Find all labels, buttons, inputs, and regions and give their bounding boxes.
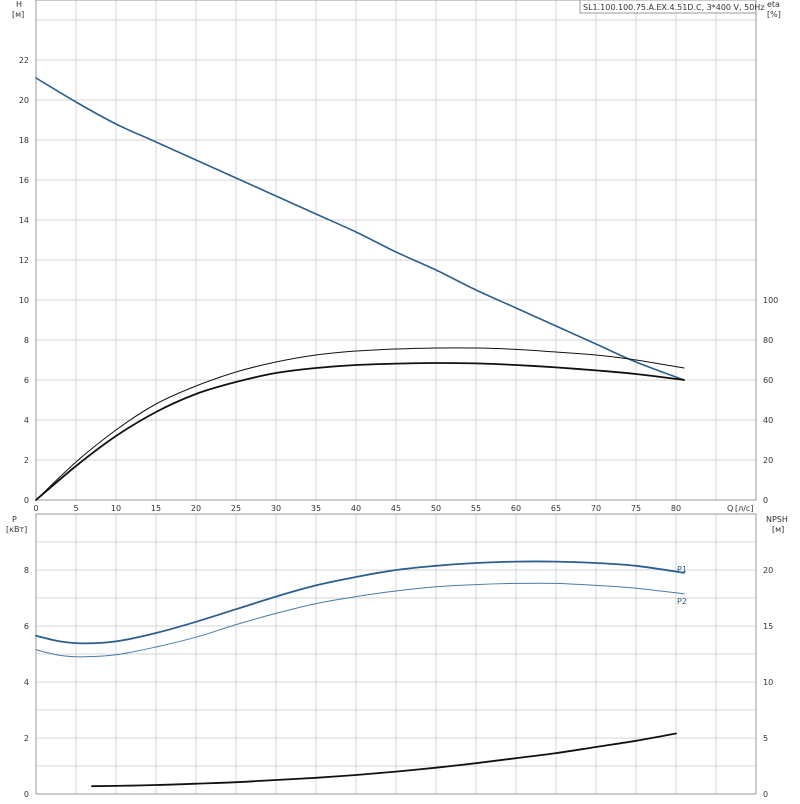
plot-frame xyxy=(35,513,757,795)
x-tick-label: 0 xyxy=(33,504,38,513)
y-right-tick-label: 20 xyxy=(763,456,773,465)
series-line-0-0 xyxy=(35,77,685,381)
chart-title-box xyxy=(579,0,757,14)
plot-frame xyxy=(35,0,757,501)
series-line-0-2 xyxy=(35,362,685,501)
series-line-p1 xyxy=(35,560,685,645)
y-right-tick-label: 0 xyxy=(763,496,768,505)
x-tick-label: 25 xyxy=(231,504,241,513)
x-tick-label: 45 xyxy=(391,504,401,513)
x-tick-label: 80 xyxy=(671,504,681,513)
grid-layer xyxy=(35,0,757,795)
y-left-tick-label: 8 xyxy=(24,336,29,345)
bottom-right-axis-label: NPSH xyxy=(766,515,788,524)
y-left-tick-label: 16 xyxy=(19,176,29,185)
label-layer: H [м] eta [%] P [кВт] NPSH [м] Q [л/с] S… xyxy=(6,0,788,799)
y-left-tick-label: 8 xyxy=(24,566,29,575)
y-left-tick-label: 4 xyxy=(24,416,29,425)
y-left-tick-label: 0 xyxy=(24,790,29,799)
legend-label-p1: P1 xyxy=(677,565,687,574)
top-left-axis-unit: [м] xyxy=(12,10,24,19)
y-left-tick-label: 6 xyxy=(24,622,29,631)
series-line-0-1 xyxy=(35,347,685,501)
x-tick-label: 50 xyxy=(431,504,441,513)
x-axis-unit: [л/с] xyxy=(735,504,753,513)
y-left-tick-label: 14 xyxy=(19,216,29,225)
x-axis-label: Q xyxy=(727,504,733,513)
y-left-tick-label: 2 xyxy=(24,734,29,743)
series-layer xyxy=(35,77,685,788)
top-left-axis-label: H xyxy=(16,0,22,9)
x-tick-label: 55 xyxy=(471,504,481,513)
series-line-p2 xyxy=(35,582,685,658)
y-left-tick-label: 6 xyxy=(24,376,29,385)
x-tick-label: 30 xyxy=(271,504,281,513)
x-tick-label: 40 xyxy=(351,504,361,513)
x-tick-label: 35 xyxy=(311,504,321,513)
y-right-tick-label: 80 xyxy=(763,336,773,345)
x-tick-label: 20 xyxy=(191,504,201,513)
y-left-tick-label: 10 xyxy=(19,296,29,305)
y-left-tick-label: 22 xyxy=(19,56,29,65)
legend-label-p2: P2 xyxy=(677,597,687,606)
bottom-left-axis-label: P xyxy=(12,515,17,524)
y-right-tick-label: 0 xyxy=(763,790,768,799)
x-tick-label: 60 xyxy=(511,504,521,513)
top-right-axis-label: eta xyxy=(767,0,780,9)
bottom-right-axis-unit: [м] xyxy=(772,525,784,534)
y-right-tick-label: 100 xyxy=(763,296,778,305)
y-right-tick-label: 5 xyxy=(763,734,768,743)
y-left-tick-label: 0 xyxy=(24,496,29,505)
y-left-tick-label: 4 xyxy=(24,678,29,687)
x-tick-label: 10 xyxy=(111,504,121,513)
x-tick-label: 75 xyxy=(631,504,641,513)
y-right-tick-label: 60 xyxy=(763,376,773,385)
y-left-tick-label: 20 xyxy=(19,96,29,105)
x-tick-label: 5 xyxy=(73,504,78,513)
y-right-tick-label: 20 xyxy=(763,566,773,575)
series-line-1-2 xyxy=(91,732,677,788)
chart-title: SL1.100.100.75.A.EX.4.51D.C, 3*400 V, 50… xyxy=(583,3,765,12)
x-tick-label: 65 xyxy=(551,504,561,513)
x-tick-label: 70 xyxy=(591,504,601,513)
y-left-tick-label: 12 xyxy=(19,256,29,265)
bottom-left-axis-unit: [кВт] xyxy=(6,525,27,534)
x-tick-label: 15 xyxy=(151,504,161,513)
y-right-tick-label: 10 xyxy=(763,678,773,687)
y-left-tick-label: 18 xyxy=(19,136,29,145)
y-left-tick-label: 2 xyxy=(24,456,29,465)
y-right-tick-label: 15 xyxy=(763,622,773,631)
top-right-axis-unit: [%] xyxy=(767,10,781,19)
y-right-tick-label: 40 xyxy=(763,416,773,425)
